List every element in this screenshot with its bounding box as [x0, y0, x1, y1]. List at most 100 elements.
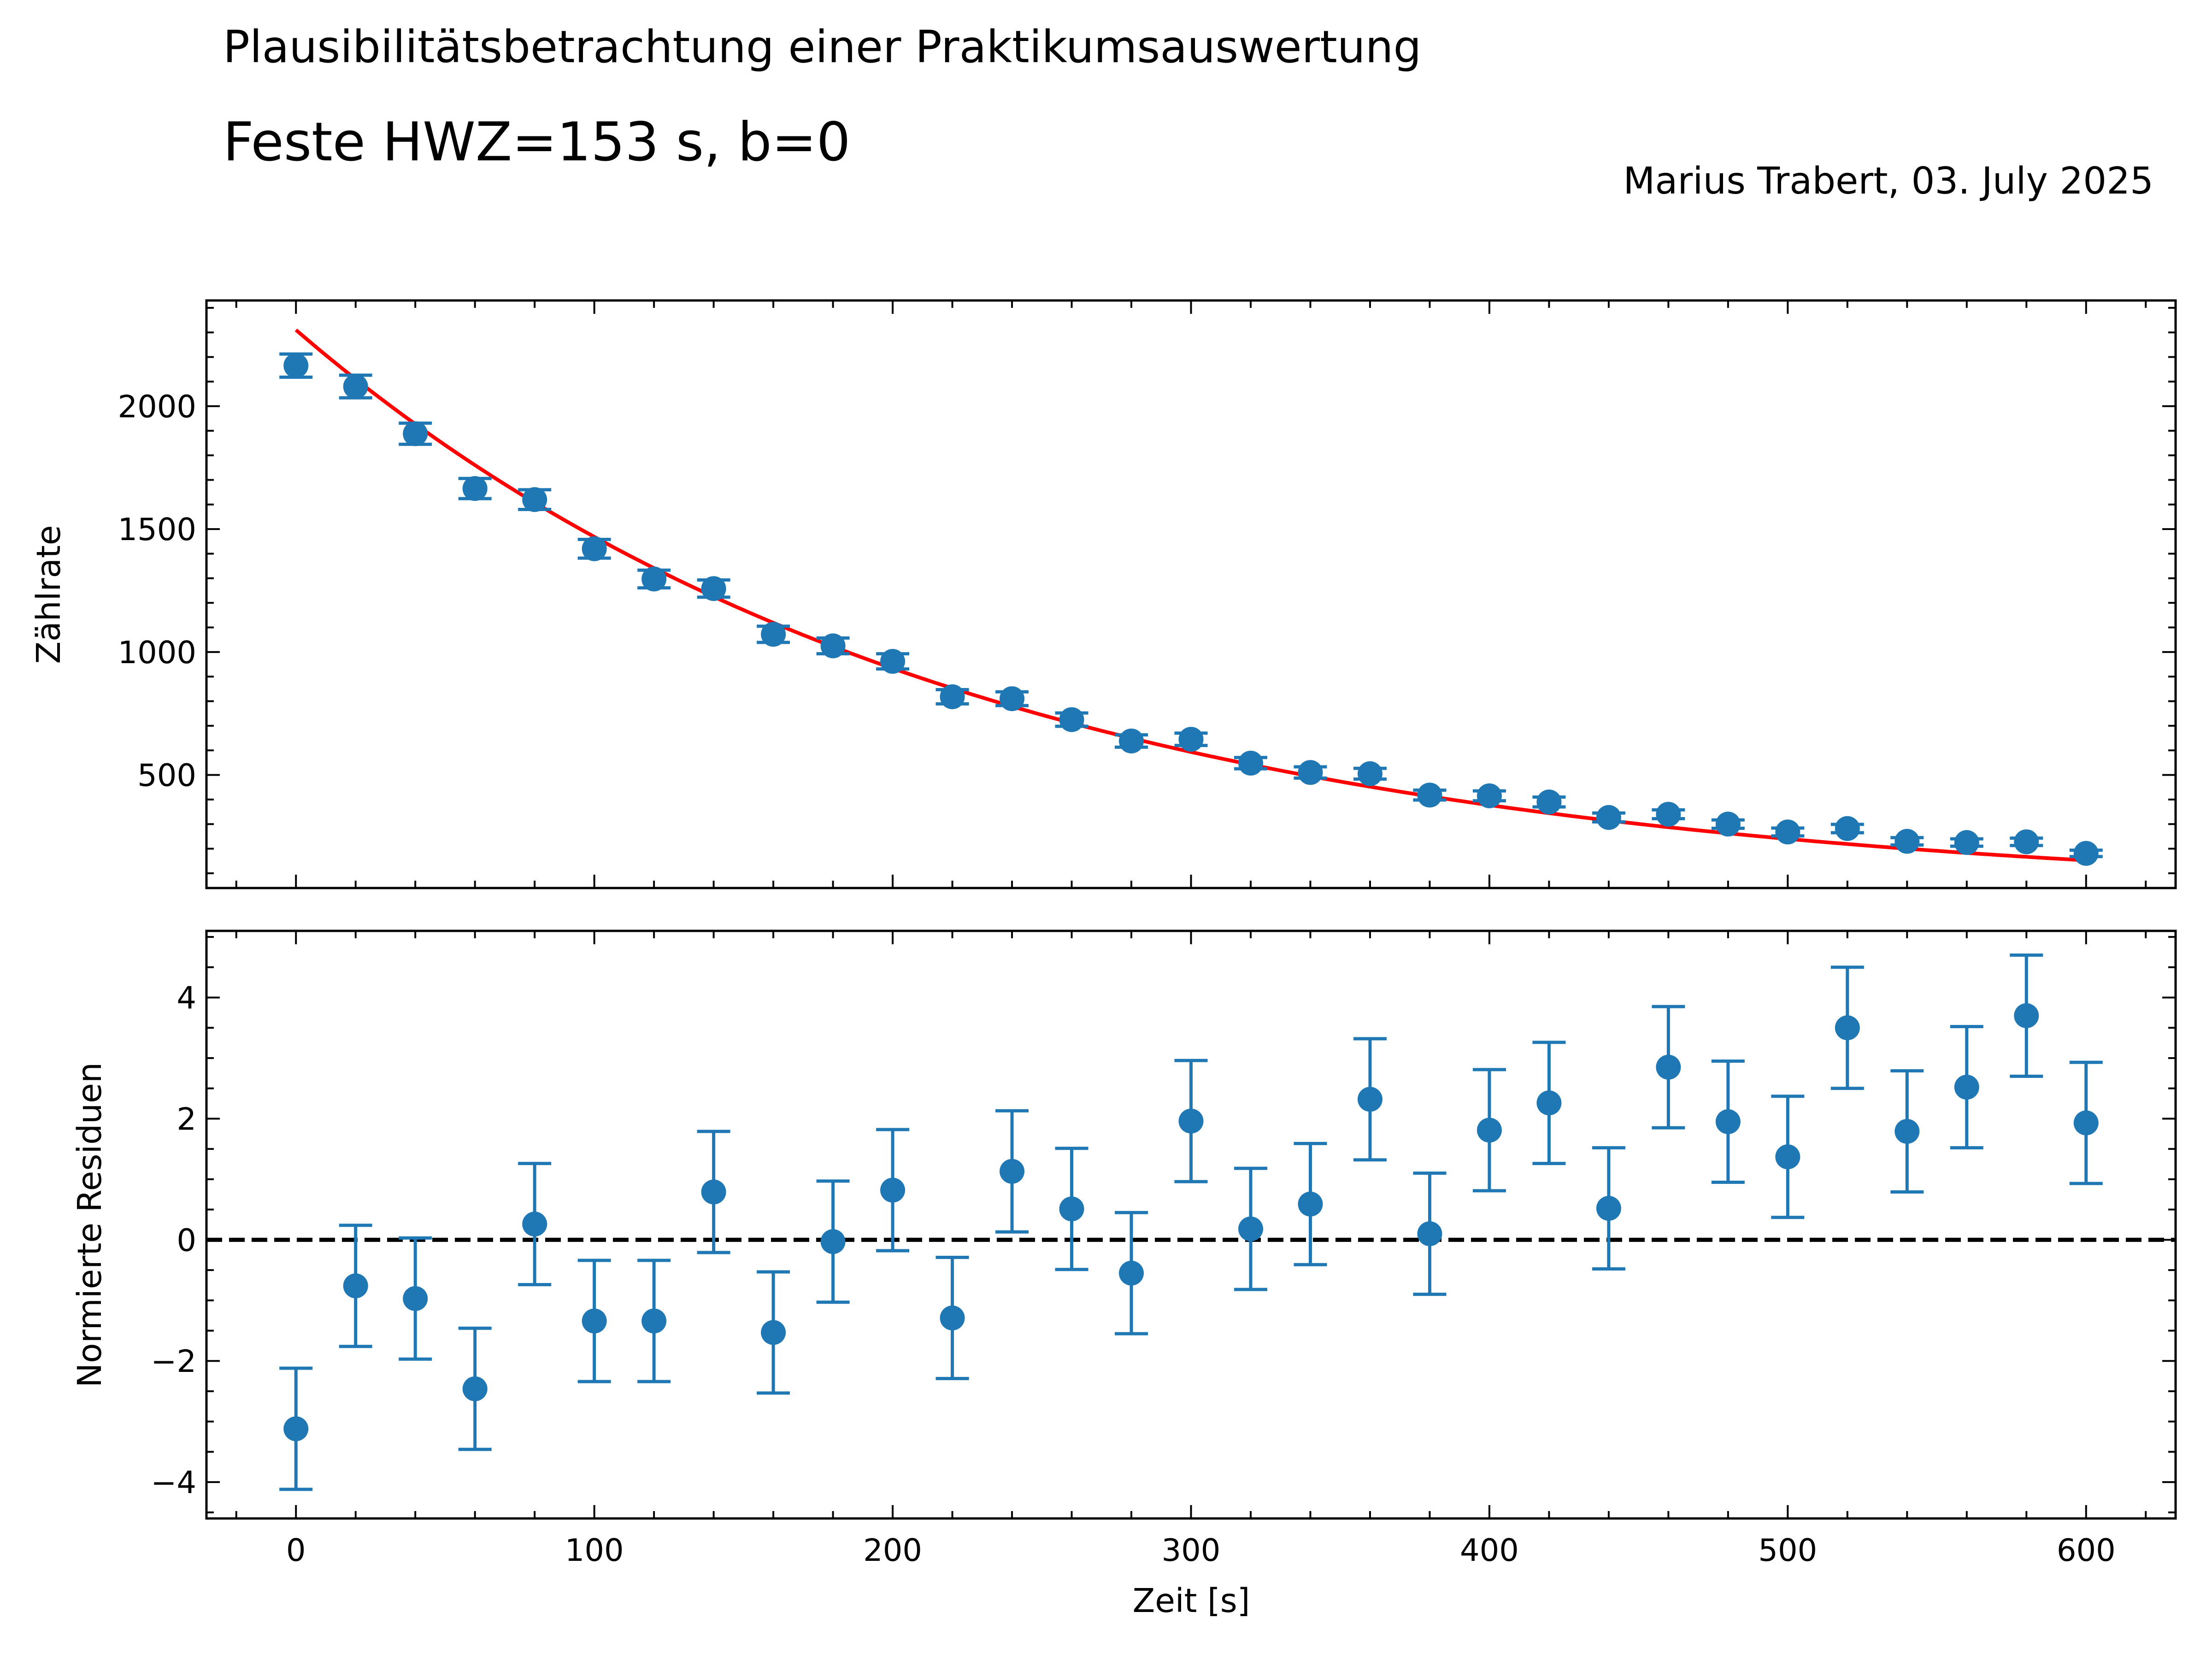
data-marker	[343, 374, 368, 399]
top-ticks: 500 1000 1500 2000	[118, 300, 2176, 888]
data-marker	[1894, 829, 1920, 854]
bottom-panel: 0 100 200 300 400 500 600 −4 −2 0 2 4 Normierte Res…	[71, 930, 2177, 1620]
figure-title: Plausibilitätsbetrachtung einer Praktiku…	[223, 21, 1421, 73]
bottom-data-point	[399, 1236, 432, 1361]
top-data-point	[339, 373, 372, 400]
bottom-data-point	[697, 1130, 730, 1254]
top-axes-frame	[205, 299, 2177, 889]
bottom-data-point	[1890, 1069, 1924, 1194]
bottom-data-point	[1055, 1147, 1088, 1271]
data-marker	[1477, 1118, 1502, 1143]
top-data-point	[577, 536, 611, 561]
data-marker	[1000, 686, 1025, 712]
data-marker	[880, 649, 906, 674]
top-data-point	[399, 421, 432, 447]
top-data-point	[1353, 761, 1387, 786]
data-marker	[1238, 1216, 1263, 1241]
top-data-point	[2010, 829, 2043, 854]
top-data-point	[1532, 789, 1566, 815]
data-marker	[403, 421, 428, 447]
data-marker	[761, 622, 786, 647]
x-tick-label: 300	[1162, 1532, 1221, 1568]
bottom-data-point	[995, 1109, 1029, 1234]
data-marker	[462, 476, 488, 501]
top-data-point	[935, 684, 969, 709]
data-marker	[761, 1320, 786, 1345]
x-tick-label: 400	[1460, 1532, 1519, 1568]
bottom-data-point	[757, 1270, 790, 1395]
top-panel: 500 1000 1500 2000 Zählrate	[29, 299, 2177, 889]
data-marker	[1059, 707, 1084, 732]
data-marker	[1954, 1075, 1979, 1100]
data-marker	[2014, 1003, 2039, 1029]
bottom-data-point	[1592, 1146, 1625, 1271]
bottom-data-point	[2010, 953, 2043, 1078]
data-marker	[1178, 727, 1204, 752]
x-tick-label: 0	[286, 1532, 306, 1568]
bottom-data-point	[279, 1366, 313, 1491]
top-data-point	[1055, 707, 1088, 732]
top-data-point	[1115, 728, 1148, 753]
bottom-data-point	[1294, 1141, 1327, 1266]
top-data-point	[757, 622, 790, 647]
bottom-axes-frame	[205, 930, 2177, 1520]
data-marker	[1000, 1159, 1025, 1184]
data-marker	[522, 1212, 547, 1237]
data-marker	[582, 536, 607, 561]
data-marker	[1298, 760, 1323, 785]
bottom-data-point	[518, 1162, 552, 1287]
data-marker	[880, 1177, 906, 1203]
top-data-point	[1711, 812, 1745, 837]
data-marker	[641, 1308, 667, 1334]
top-data-point	[1234, 750, 1267, 776]
top-data-point	[1294, 760, 1327, 785]
top-data-point	[2069, 841, 2103, 866]
bottom-y-axis-label: Normierte Residuen	[71, 1062, 109, 1388]
data-marker	[1894, 1119, 1920, 1144]
top-data-point	[1652, 801, 1685, 827]
data-marker	[2073, 841, 2099, 866]
data-marker	[1178, 1108, 1204, 1134]
bottom-data-point	[458, 1326, 492, 1451]
data-marker	[283, 1416, 309, 1441]
data-marker	[283, 353, 309, 378]
data-marker	[1656, 1054, 1681, 1080]
bottom-data-point	[1830, 965, 1864, 1090]
bottom-data-point	[816, 1179, 850, 1304]
y-tick-label: 2000	[118, 388, 196, 424]
data-marker	[1775, 819, 1800, 845]
y-tick-label: 1500	[118, 512, 196, 547]
data-marker	[1119, 1260, 1144, 1286]
data-marker	[701, 1179, 726, 1205]
data-marker	[1417, 782, 1442, 808]
data-marker	[940, 684, 965, 709]
top-data-point	[1413, 782, 1447, 808]
top-data-point	[995, 686, 1029, 712]
data-marker	[1357, 761, 1382, 786]
y-tick-label: 4	[176, 980, 196, 1016]
y-tick-label: 500	[137, 758, 196, 794]
data-marker	[403, 1286, 428, 1311]
data-marker	[1596, 1196, 1621, 1221]
top-data-point	[1950, 830, 1983, 855]
data-marker	[1775, 1144, 1800, 1170]
data-marker	[522, 487, 547, 512]
data-marker	[343, 1273, 368, 1299]
data-marker	[1835, 816, 1860, 841]
y-tick-label: 0	[176, 1222, 196, 1258]
top-y-axis-label: Zählrate	[29, 525, 68, 664]
bottom-data-point	[339, 1224, 372, 1348]
bottom-data-point	[876, 1128, 910, 1253]
author-date: Marius Trabert, 03. July 2025	[1623, 159, 2153, 202]
bottom-data-point	[577, 1259, 611, 1383]
data-marker	[1954, 830, 1979, 855]
bottom-data-point	[637, 1259, 671, 1383]
top-data-point	[279, 352, 313, 379]
data-marker	[1536, 1090, 1562, 1116]
bottom-data-point	[1532, 1041, 1566, 1165]
bottom-ticks: 0 100 200 300 400 500 600 −4 −2 0 2 4	[151, 931, 2176, 1568]
bottom-data-point	[1711, 1059, 1745, 1184]
bottom-data-point	[1234, 1166, 1267, 1291]
data-marker	[1357, 1087, 1382, 1112]
